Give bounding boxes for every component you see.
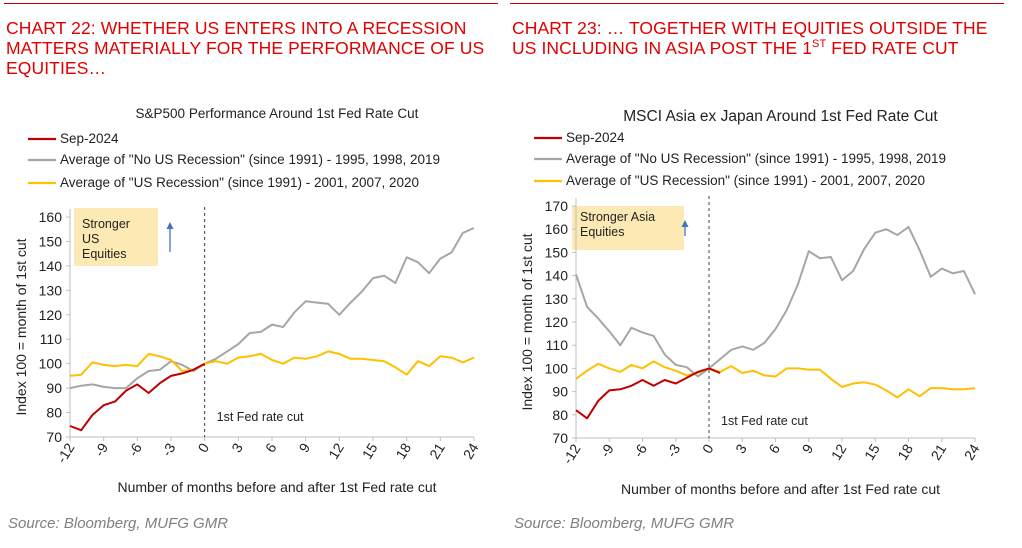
chart-23-panel: CHART 23: … TOGETHER WITH EQUITIES OUTSI…	[510, 0, 1008, 548]
x-tick-label: 0	[699, 441, 717, 456]
up-arrowhead-icon	[166, 222, 174, 229]
legend-entry: Sep-2024	[566, 130, 625, 145]
x-tick-label: 3	[228, 440, 246, 455]
x-tick-label: -6	[125, 440, 145, 459]
legend-entry: Average of "No US Recession" (since 1991…	[566, 151, 946, 166]
y-tick-label: 120	[545, 314, 569, 330]
x-tick-label: 21	[426, 440, 448, 462]
y-tick-label: 130	[545, 291, 569, 307]
series-line	[575, 360, 976, 399]
series-line	[69, 350, 475, 377]
annotation-text: Equities	[82, 247, 126, 261]
x-tick-label: 6	[765, 441, 783, 456]
top-divider	[510, 3, 1004, 4]
annotation-box	[572, 206, 684, 250]
x-tick-label: 12	[828, 441, 850, 463]
x-tick-label: 9	[799, 441, 817, 456]
x-tick-label: 24	[961, 441, 983, 463]
heading-text-part: FED RATE CUT	[826, 38, 959, 58]
rate-cut-marker-label: 1st Fed rate cut	[721, 414, 808, 428]
y-tick-label: 90	[552, 384, 568, 400]
x-tick-label: 24	[460, 440, 482, 462]
x-axis-label: Number of months before and after 1st Fe…	[621, 481, 940, 497]
chart-22-source: Source: Bloomberg, MUFG GMR	[8, 515, 229, 532]
x-tick-label: 9	[296, 440, 314, 455]
x-tick-label: 15	[359, 440, 381, 462]
x-tick-label: 18	[392, 440, 414, 462]
y-tick-label: 110	[546, 337, 569, 353]
annotation-text: Stronger	[82, 217, 130, 231]
chart-title: MSCI Asia ex Japan Around 1st Fed Rate C…	[623, 108, 938, 125]
y-tick-label: 70	[46, 429, 62, 445]
chart-22-plot: S&P500 Performance Around 1st Fed Rate C…	[13, 106, 482, 495]
y-axis-label: Index 100 = month of 1st cut	[519, 233, 535, 410]
legend-entry: Average of "No US Recession" (since 1991…	[60, 152, 440, 167]
x-tick-label: -9	[597, 441, 617, 460]
x-tick-label: -3	[663, 441, 683, 460]
y-tick-label: 90	[46, 380, 62, 396]
y-tick-label: 80	[552, 407, 568, 423]
x-tick-label: 0	[195, 440, 213, 455]
y-axis-label: Index 100 = month of 1st cut	[13, 238, 29, 415]
y-tick-label: 150	[39, 233, 63, 249]
x-tick-label: 18	[894, 441, 916, 463]
y-tick-label: 130	[39, 282, 63, 298]
y-tick-label: 140	[545, 268, 569, 284]
annotation-text: Equities	[580, 225, 624, 239]
x-tick-label: 12	[325, 440, 347, 462]
y-tick-label: 100	[39, 356, 63, 372]
top-divider	[4, 3, 498, 4]
chart-22-heading: CHART 22: WHETHER US ENTERS INTO A RECES…	[6, 18, 498, 78]
y-tick-label: 70	[552, 430, 568, 446]
x-axis-label: Number of months before and after 1st Fe…	[117, 479, 436, 495]
series-line	[69, 227, 475, 390]
up-arrowhead-icon	[681, 220, 689, 227]
y-tick-label: 140	[39, 258, 63, 274]
chart-22-panel: CHART 22: WHETHER US ENTERS INTO A RECES…	[4, 0, 502, 548]
x-tick-label: -6	[630, 441, 650, 460]
x-tick-label: 15	[861, 441, 883, 463]
series-line	[69, 362, 206, 432]
legend-entry: Sep-2024	[60, 131, 119, 146]
rate-cut-marker-label: 1st Fed rate cut	[217, 410, 304, 424]
annotation-text: US	[82, 232, 99, 246]
x-tick-label: -3	[158, 440, 178, 459]
series-line	[575, 367, 721, 420]
chart-23-source: Source: Bloomberg, MUFG GMR	[514, 515, 735, 532]
annotation-box	[74, 208, 158, 266]
x-tick-label: 6	[262, 440, 280, 455]
y-tick-label: 150	[545, 244, 569, 260]
y-tick-label: 170	[545, 198, 569, 214]
series-line	[575, 225, 976, 378]
y-tick-label: 160	[545, 221, 569, 237]
y-tick-label: 160	[39, 209, 63, 225]
legend-entry: Average of "US Recession" (since 1991) -…	[566, 173, 925, 188]
heading-text-part: CHART 23: … TOGETHER WITH EQUITIES OUTSI…	[512, 18, 988, 58]
x-tick-label: -9	[91, 440, 111, 459]
x-tick-label: 3	[732, 441, 750, 456]
chart-23-heading: CHART 23: … TOGETHER WITH EQUITIES OUTSI…	[512, 18, 1004, 58]
chart-title: S&P500 Performance Around 1st Fed Rate C…	[136, 106, 419, 121]
y-tick-label: 120	[39, 307, 63, 323]
chart-23-plot: MSCI Asia ex Japan Around 1st Fed Rate C…	[519, 108, 983, 497]
y-tick-label: 80	[46, 405, 62, 421]
y-tick-label: 100	[545, 360, 569, 376]
x-tick-label: 21	[927, 441, 949, 463]
heading-text-part: ST	[812, 38, 827, 51]
legend-entry: Average of "US Recession" (since 1991) -…	[60, 175, 419, 190]
y-tick-label: 110	[40, 331, 63, 347]
heading-text-part: CHART 22: WHETHER US ENTERS INTO A RECES…	[6, 18, 485, 78]
annotation-text: Stronger Asia	[580, 210, 655, 224]
